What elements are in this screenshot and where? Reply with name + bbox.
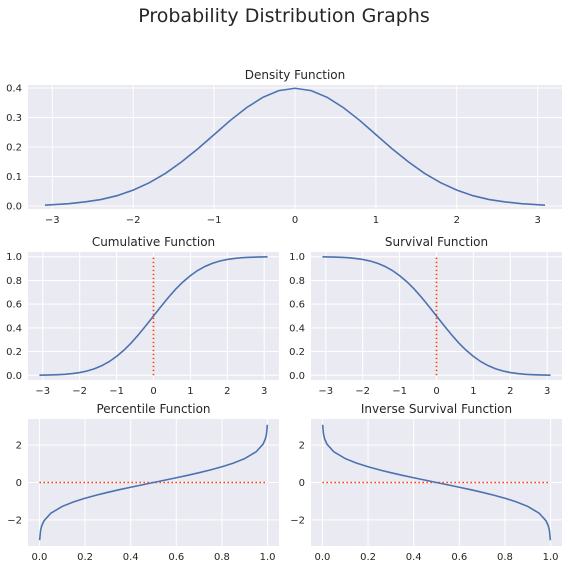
x-tick-label: 0 [150, 386, 156, 397]
y-tick-label: −2 [7, 515, 22, 526]
x-tick-label: −2 [355, 386, 370, 397]
x-tick-label: 0.8 [497, 552, 513, 563]
y-tick-label: 1.0 [289, 252, 305, 263]
x-tick-label: 1 [373, 215, 379, 226]
x-tick-label: 0.4 [406, 552, 422, 563]
x-tick-label: 0.4 [123, 552, 139, 563]
x-tick-label: 0 [292, 215, 298, 226]
x-tick-label: 0.0 [314, 552, 330, 563]
y-tick-label: 0.2 [6, 143, 22, 154]
panel-title: Density Function [245, 68, 345, 82]
y-tick-label: 0.4 [289, 323, 305, 334]
x-tick-label: −1 [109, 386, 124, 397]
y-tick-label: 0.0 [6, 202, 22, 213]
y-tick-label: 0.2 [289, 347, 305, 358]
y-tick-label: 1.0 [6, 252, 22, 263]
y-tick-label: 0.2 [6, 347, 22, 358]
x-tick-label: −1 [392, 386, 407, 397]
y-tick-label: 2 [16, 441, 22, 452]
x-tick-label: 1.0 [260, 552, 276, 563]
x-tick-label: 3 [535, 215, 541, 226]
x-tick-label: −1 [207, 215, 222, 226]
y-tick-label: 0.4 [6, 83, 22, 94]
panel-title: Percentile Function [96, 402, 210, 416]
cumulative-function-panel: −3 −2 −1 0 1 2 3 0.0 0.2 0.4 0.6 0.8 1.0 Cumulative F… [6, 235, 279, 397]
x-tick-label: 0.6 [451, 552, 467, 563]
x-tick-label: 0 [433, 386, 439, 397]
panel-title: Inverse Survival Function [361, 402, 512, 416]
y-tick-label: 0.0 [6, 371, 22, 382]
x-tick-label: 0.2 [77, 552, 93, 563]
x-tick-label: −3 [35, 386, 50, 397]
y-tick-label: 0.6 [6, 300, 22, 311]
y-tick-label: 2 [299, 441, 305, 452]
y-tick-label: 0.6 [289, 300, 305, 311]
panel-title: Survival Function [385, 235, 488, 249]
x-tick-label: 0.8 [214, 552, 230, 563]
y-tick-label: 0.8 [289, 276, 305, 287]
x-tick-label: 2 [507, 386, 513, 397]
y-tick-label: 0.4 [6, 323, 22, 334]
panel-title: Cumulative Function [92, 235, 215, 249]
survival-function-panel: −3 −2 −1 0 1 2 3 0.0 0.2 0.4 0.6 0.8 1.0 Survival Fun… [289, 235, 562, 397]
figure-suptitle: Probability Distribution Graphs [138, 5, 430, 27]
x-tick-label: 0.2 [360, 552, 376, 563]
y-tick-label: 0.3 [6, 113, 22, 124]
x-tick-label: 0.0 [31, 552, 47, 563]
x-tick-label: −2 [72, 386, 87, 397]
density-function-panel: −3 −2 −1 0 1 2 3 0.0 0.1 0.2 0.3 0.4 Density Functio… [6, 68, 562, 226]
series-line [38, 424, 269, 541]
x-tick-label: 2 [224, 386, 230, 397]
series-line [39, 256, 268, 376]
y-tick-label: 0.8 [6, 276, 22, 287]
y-tick-label: 0 [16, 478, 22, 489]
x-tick-label: −3 [318, 386, 333, 397]
x-tick-label: 2 [454, 215, 460, 226]
series-line [44, 87, 546, 206]
series-line [321, 424, 552, 541]
y-tick-label: 0 [299, 478, 305, 489]
x-tick-label: 0.6 [168, 552, 184, 563]
x-tick-label: 1.0 [543, 552, 559, 563]
x-tick-label: −3 [45, 215, 60, 226]
y-tick-label: 0.1 [6, 172, 22, 183]
y-tick-label: −2 [290, 515, 305, 526]
x-tick-label: 1 [470, 386, 476, 397]
x-tick-label: 3 [544, 386, 550, 397]
x-tick-label: 3 [261, 386, 267, 397]
y-tick-label: 0.0 [289, 371, 305, 382]
x-tick-label: −2 [126, 215, 141, 226]
percentile-function-panel: 0.0 0.2 0.4 0.6 0.8 1.0 −2 0 2 Percentile Functio… [7, 402, 279, 563]
x-tick-label: 1 [187, 386, 193, 397]
series-line [322, 256, 551, 376]
inverse-survival-function-panel: 0.0 0.2 0.4 0.6 0.8 1.0 −2 0 2 Inverse Survival F… [290, 402, 562, 563]
